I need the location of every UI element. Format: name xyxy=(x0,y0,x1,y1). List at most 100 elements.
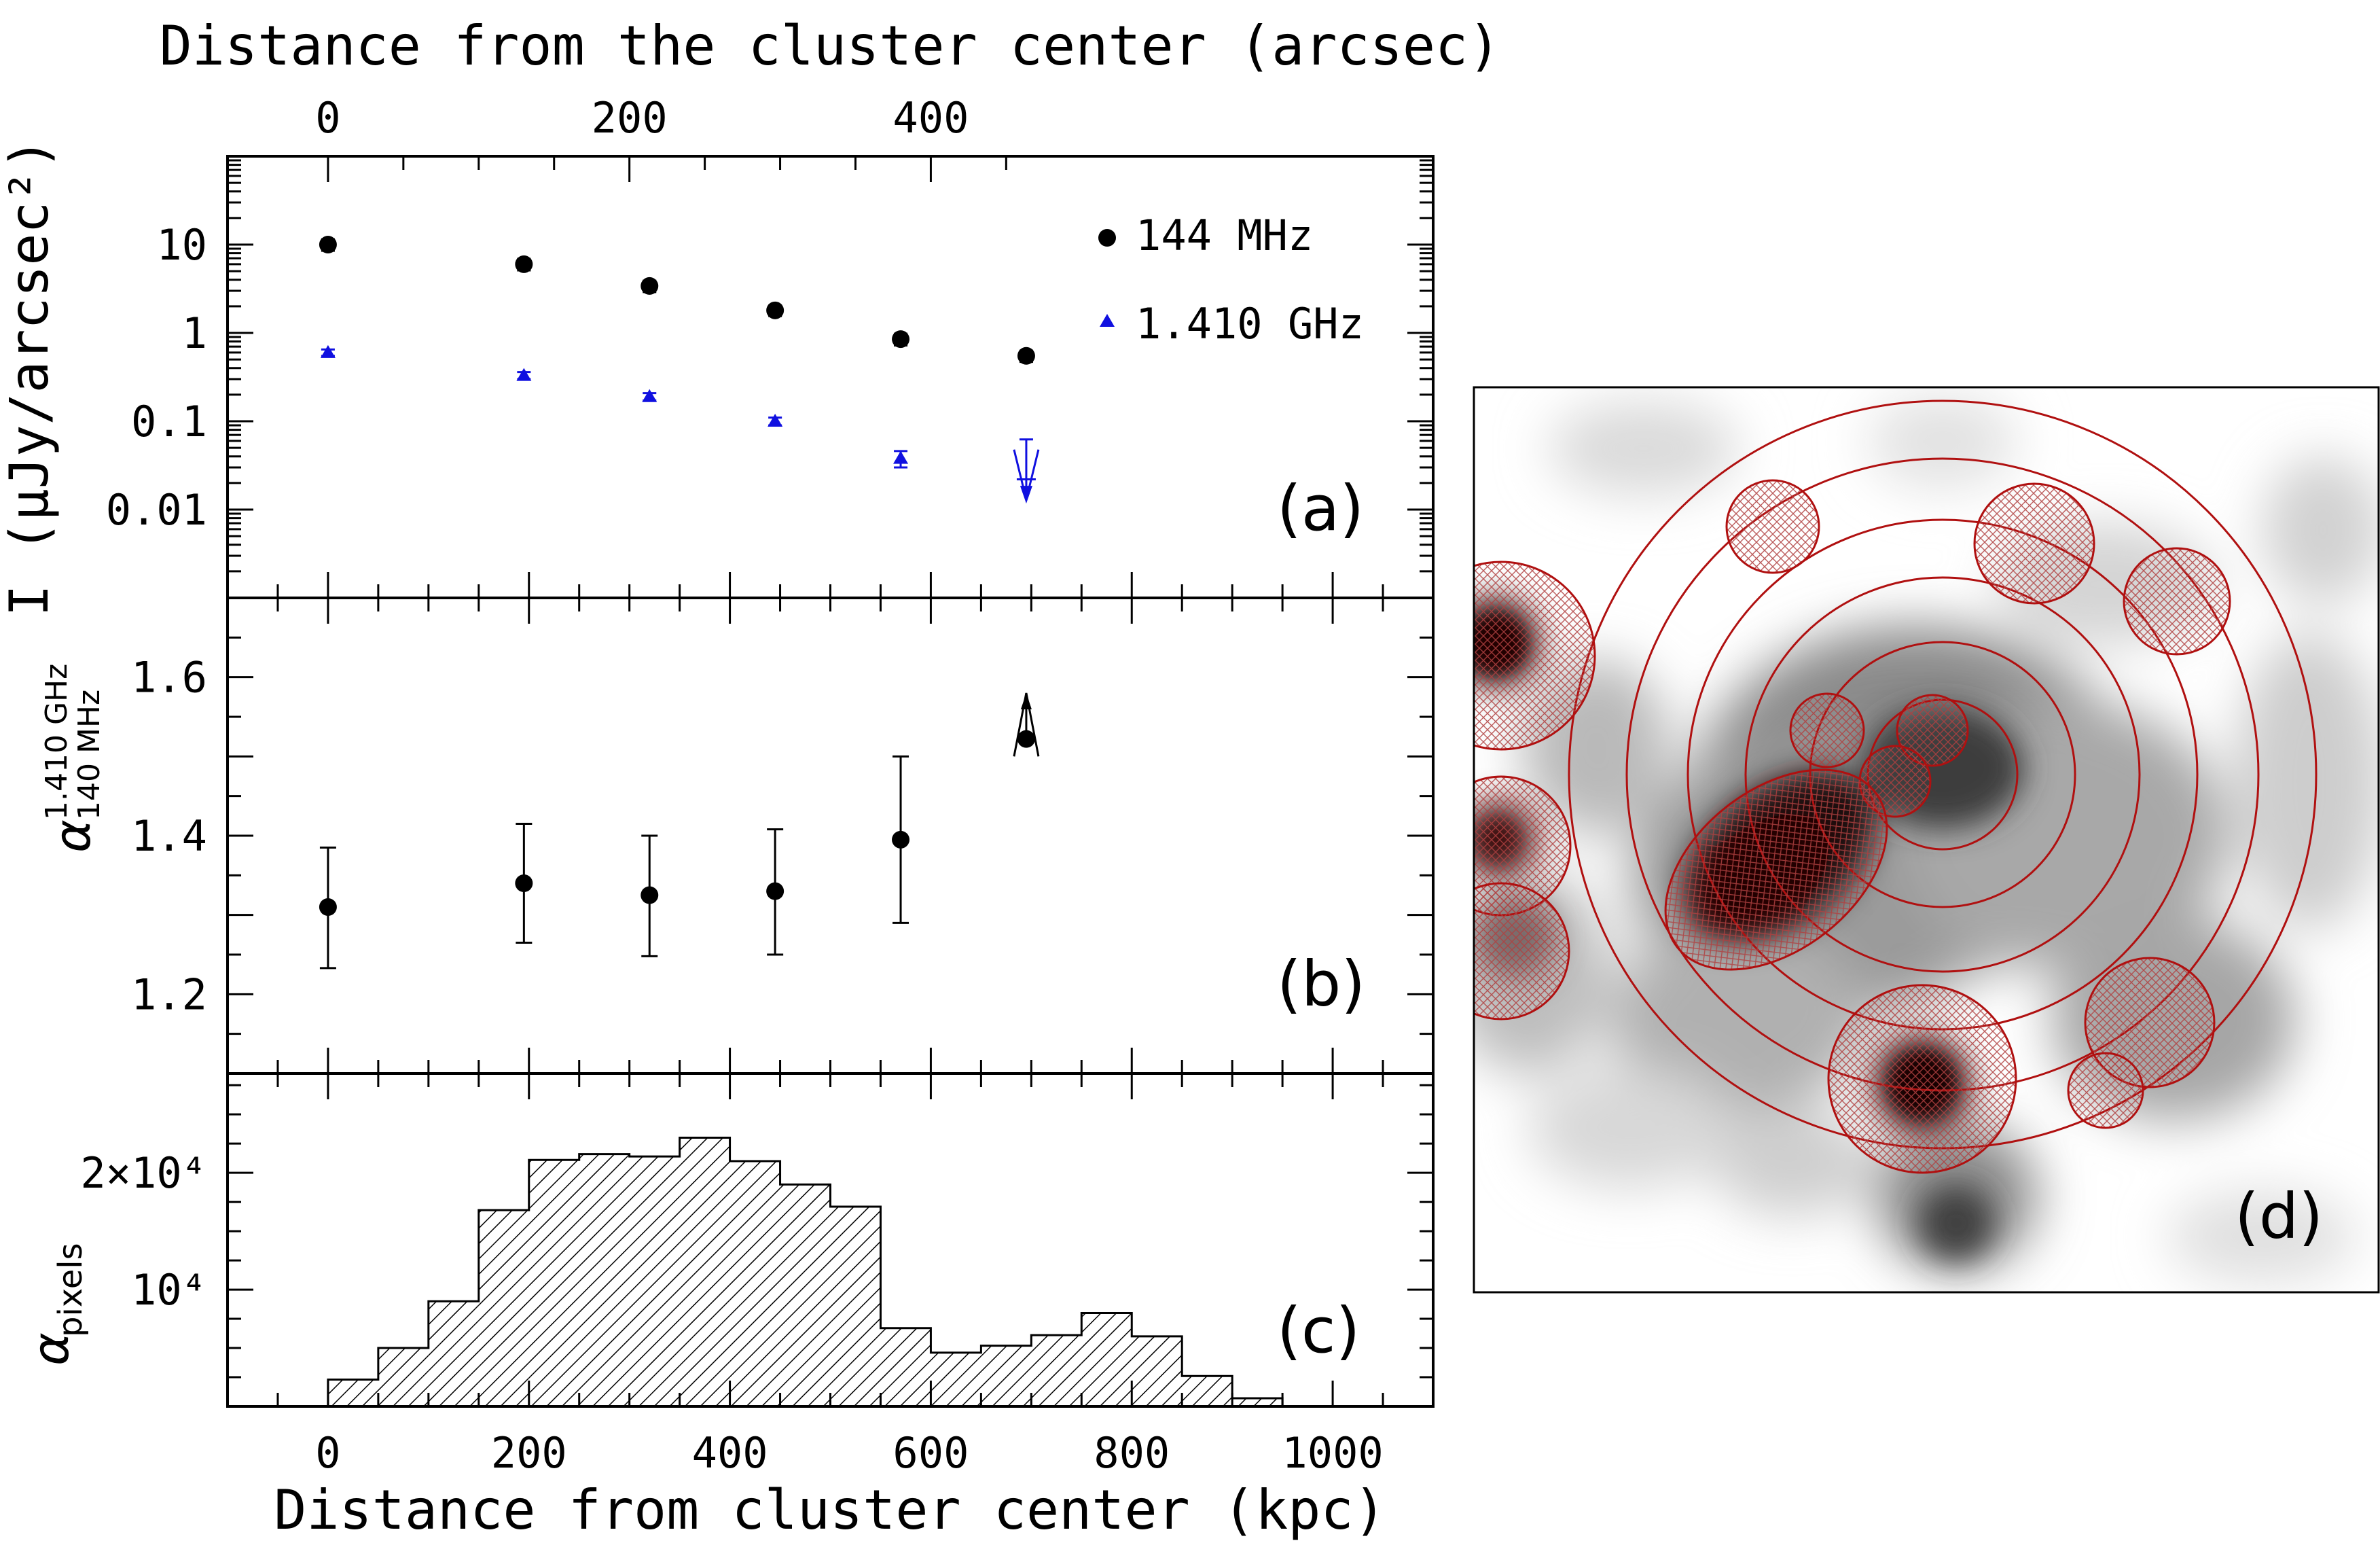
x-tick-label: 400 xyxy=(692,1428,768,1478)
histogram-bar xyxy=(478,1210,529,1406)
y-tick-label: 0.1 xyxy=(131,397,207,446)
histogram-bar xyxy=(780,1184,831,1406)
data-point-alpha xyxy=(641,886,659,904)
panel-c-y-label: α pixels xyxy=(22,1243,90,1366)
x-tick-label: 1000 xyxy=(1282,1428,1383,1478)
panel-b-frame xyxy=(226,597,1435,1075)
mask-5 xyxy=(1789,692,1865,768)
panel-b-y-label-sub: 140 MHz xyxy=(72,690,107,820)
data-point-alpha xyxy=(515,874,533,892)
panel-d-emission-map xyxy=(1474,394,2379,1284)
histogram-bar xyxy=(1132,1336,1183,1406)
panel-c-y-ticks: 2×10⁴ 10⁴ xyxy=(80,1084,1433,1408)
histogram-bar xyxy=(931,1352,981,1406)
y-tick-label: 10⁴ xyxy=(131,1265,207,1315)
data-point-1410ghz xyxy=(320,344,336,358)
x-tick-label: 200 xyxy=(491,1428,567,1478)
data-point-1410ghz xyxy=(516,368,532,381)
svg-text:α: α xyxy=(22,1332,80,1366)
mask-4 xyxy=(1474,561,1596,751)
panel-d-frame xyxy=(1473,386,2380,1294)
panel-c-y-label-sub: pixels xyxy=(52,1243,90,1337)
histogram-bar xyxy=(981,1345,1032,1406)
legend-label-144mhz: 144 MHz xyxy=(1136,211,1313,260)
histogram-bar xyxy=(1031,1335,1082,1406)
y-tick-label: 1.4 xyxy=(131,811,207,861)
histogram-bar xyxy=(1232,1398,1283,1406)
histogram-bar xyxy=(579,1154,630,1406)
top-tick-label: 400 xyxy=(892,93,969,143)
panel-b-series xyxy=(319,692,1040,970)
panel-a-series xyxy=(319,236,1040,504)
panel-a-label: (a) xyxy=(1277,472,1364,545)
histogram-outline xyxy=(327,1137,1284,1406)
panel-a-legend: 144 MHz 1.410 GHz xyxy=(1098,211,1364,349)
histogram-bar xyxy=(327,1379,378,1406)
data-point-144mhz xyxy=(766,301,785,319)
mask-10 xyxy=(1474,882,1570,1020)
panel-b-y-ticks: 1.6 1.4 1.2 xyxy=(131,597,1433,1075)
histogram-bar xyxy=(378,1348,429,1406)
y-tick-label: 1.6 xyxy=(131,653,207,703)
data-point-144mhz xyxy=(515,255,533,273)
histogram-bar xyxy=(629,1156,680,1406)
histogram-bar xyxy=(428,1301,479,1406)
annulus-3 xyxy=(1744,576,2141,973)
y-tick-label: 0.01 xyxy=(106,485,207,535)
legend-marker-144mhz xyxy=(1098,229,1116,247)
data-point-1410ghz xyxy=(642,389,657,402)
masked-sources xyxy=(1474,479,2231,1174)
data-point-1410ghz xyxy=(768,414,783,427)
top-axis-title: Distance from the cluster center (arcsec… xyxy=(160,14,1501,77)
panel-b-label: (b) xyxy=(1277,948,1365,1020)
panel-c: 2×10⁴ 10⁴ 0 200 400 600 800 1000 (c) Distance … xyxy=(22,572,1435,1542)
panel-b-y-label-sup: 1.410 GHz xyxy=(39,664,74,820)
mask-1 xyxy=(1725,479,1820,574)
data-point-alpha xyxy=(1017,730,1035,748)
data-point-1410ghz xyxy=(893,450,909,464)
top-axis-ticks: 0 200 400 xyxy=(315,93,1007,182)
histogram-bar xyxy=(1081,1313,1132,1406)
data-point-alpha xyxy=(766,882,785,900)
panel-b-y-label: α 1.410 GHz 140 MHz xyxy=(39,664,107,853)
panel-a-y-label: I (μJy/arcsec²) xyxy=(0,138,60,616)
top-tick-label: 200 xyxy=(592,93,668,143)
mask-2 xyxy=(1973,482,2095,605)
panel-b: 1.6 1.4 1.2 (b) α 1.410 GHz 140 MHz xyxy=(39,597,1435,1075)
mask-3 xyxy=(2123,547,2231,656)
mask-8 xyxy=(1664,768,1888,971)
y-tick-label: 2×10⁴ xyxy=(80,1148,207,1198)
data-point-144mhz xyxy=(641,277,659,295)
histogram-bar xyxy=(830,1207,881,1406)
y-tick-label: 1 xyxy=(182,308,207,358)
panel-c-label: (c) xyxy=(1277,1294,1360,1367)
data-point-alpha xyxy=(892,830,910,849)
x-tick-label: 0 xyxy=(315,1428,340,1478)
histogram-bar xyxy=(1182,1376,1233,1406)
histogram-bar xyxy=(880,1328,931,1406)
bottom-axis-title: Distance from cluster center (kpc) xyxy=(274,1478,1386,1542)
histogram-bar xyxy=(729,1160,780,1406)
panel-d-radio-image: (d) xyxy=(1473,386,2380,1294)
mask-13 xyxy=(2067,1052,2144,1129)
data-point-144mhz xyxy=(1017,347,1035,365)
data-point-144mhz xyxy=(319,236,337,253)
data-point-144mhz xyxy=(892,330,910,349)
svg-text:α: α xyxy=(43,819,102,853)
mask-11 xyxy=(1827,984,2017,1174)
mask-6 xyxy=(1896,694,1969,767)
panel-c-histogram xyxy=(327,1137,1284,1406)
lower-limit-head xyxy=(1020,693,1032,709)
legend-label-1410ghz: 1.410 GHz xyxy=(1136,299,1364,349)
upper-limit-head xyxy=(1020,486,1032,504)
lower-limit-arrow xyxy=(1013,692,1040,757)
data-point-alpha xyxy=(319,898,337,916)
x-tick-label: 600 xyxy=(892,1428,969,1478)
bottom-axis-ticks: 0 200 400 600 800 1000 xyxy=(226,572,1435,1478)
panel-a: Distance from the cluster center (arcsec… xyxy=(0,14,1500,616)
top-tick-label: 0 xyxy=(315,93,340,143)
x-tick-label: 800 xyxy=(1094,1428,1170,1478)
histogram-bar xyxy=(679,1137,730,1406)
panel-d-label: (d) xyxy=(2235,1180,2323,1253)
